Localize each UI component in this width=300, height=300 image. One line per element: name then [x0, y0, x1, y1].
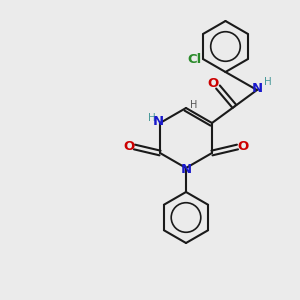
- Text: N: N: [180, 163, 192, 176]
- Text: O: O: [237, 140, 248, 154]
- Text: N: N: [153, 115, 164, 128]
- Text: H: H: [190, 100, 197, 110]
- Text: H: H: [148, 113, 155, 124]
- Text: H: H: [264, 76, 272, 87]
- Text: Cl: Cl: [187, 53, 202, 66]
- Text: O: O: [208, 77, 219, 90]
- Text: N: N: [252, 82, 263, 95]
- Text: O: O: [124, 140, 135, 154]
